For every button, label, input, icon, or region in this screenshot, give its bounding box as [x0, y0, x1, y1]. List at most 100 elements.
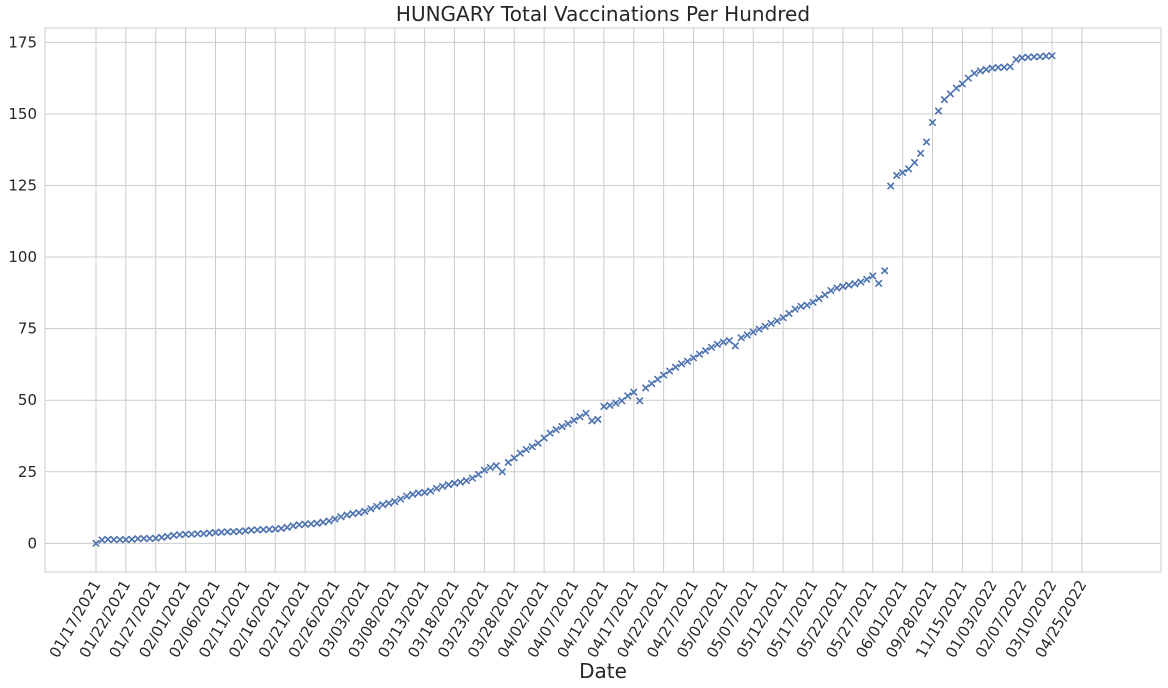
data-point	[319, 518, 327, 526]
data-point	[140, 534, 148, 543]
data-point	[367, 504, 375, 513]
data-point	[408, 490, 417, 499]
data-point	[444, 480, 453, 489]
data-point	[116, 535, 124, 544]
data-point	[361, 507, 369, 516]
data-point	[635, 397, 644, 405]
data-point	[277, 524, 285, 533]
data-point	[946, 90, 955, 98]
data-point	[480, 466, 489, 474]
data-point	[588, 417, 596, 425]
data-point	[952, 84, 961, 92]
data-point	[719, 338, 728, 346]
data-point	[420, 488, 429, 497]
data-point	[426, 487, 435, 495]
data-point	[797, 302, 805, 311]
data-point	[928, 118, 937, 127]
y-tick-label: 125	[8, 176, 37, 194]
data-point	[988, 64, 997, 72]
data-point	[265, 525, 274, 534]
data-point	[845, 281, 853, 289]
data-point	[193, 530, 202, 538]
data-point	[217, 528, 226, 536]
data-point	[767, 319, 775, 328]
data-point	[600, 402, 608, 411]
data-point	[146, 534, 154, 543]
data-point	[390, 497, 399, 506]
data-point	[134, 535, 142, 543]
data-point	[289, 522, 297, 530]
data-point	[522, 445, 530, 454]
data-point	[104, 535, 112, 544]
data-point	[629, 388, 638, 396]
data-point	[199, 529, 208, 538]
x-axis-label: Date	[579, 659, 627, 683]
data-point	[122, 535, 130, 544]
data-point	[606, 401, 614, 410]
data-point	[325, 517, 333, 525]
data-point	[880, 267, 889, 275]
data-point	[313, 519, 321, 528]
data-point	[373, 502, 381, 511]
data-point	[235, 527, 244, 536]
data-point	[211, 528, 220, 537]
data-point	[110, 535, 118, 544]
data-point	[1006, 62, 1014, 71]
data-point	[576, 413, 584, 421]
data-point	[1018, 54, 1026, 62]
data-point	[205, 529, 214, 537]
data-point	[785, 309, 793, 318]
data-point	[163, 532, 172, 541]
data-point	[247, 526, 256, 534]
data-point	[653, 375, 662, 384]
data-point	[187, 530, 196, 538]
data-point	[958, 80, 967, 88]
data-point	[994, 63, 1002, 72]
data-point	[468, 474, 477, 482]
data-point	[1012, 55, 1020, 64]
data-point	[612, 399, 620, 407]
data-point	[283, 523, 291, 532]
y-axis-ticks: 0 25 50 75 100 125 150 175	[8, 33, 37, 552]
data-point	[175, 531, 184, 539]
data-point	[1000, 63, 1008, 71]
data-point	[868, 272, 877, 280]
data-point	[492, 462, 501, 470]
data-point	[713, 340, 722, 349]
data-point	[355, 508, 363, 517]
data-point	[540, 434, 548, 442]
y-tick-label: 150	[8, 105, 37, 123]
data-point	[498, 468, 507, 476]
data-point	[128, 535, 136, 544]
data-point	[701, 346, 710, 355]
data-point	[1036, 52, 1044, 61]
data-point	[295, 520, 303, 529]
data-point	[689, 354, 698, 362]
data-point	[534, 439, 542, 447]
data-point	[940, 95, 949, 104]
data-point	[1042, 52, 1050, 60]
data-point	[337, 512, 345, 521]
data-point	[456, 478, 465, 486]
data-point	[833, 284, 841, 292]
data-point	[570, 416, 578, 425]
data-point	[803, 301, 811, 309]
data-point	[755, 325, 763, 333]
data-point	[223, 528, 232, 536]
data-point	[331, 515, 339, 523]
data-point	[343, 511, 351, 519]
data-point	[546, 429, 554, 437]
y-tick-label: 175	[8, 33, 37, 51]
data-point	[1024, 53, 1032, 61]
data-points	[92, 52, 1056, 548]
data-point	[857, 278, 865, 286]
data-point	[892, 171, 901, 180]
data-point	[743, 331, 752, 339]
data-point	[92, 539, 100, 548]
data-point	[970, 69, 979, 78]
data-point	[438, 482, 447, 491]
data-point	[982, 65, 991, 74]
data-point	[749, 328, 758, 336]
data-point	[271, 525, 280, 533]
data-point	[462, 476, 471, 485]
